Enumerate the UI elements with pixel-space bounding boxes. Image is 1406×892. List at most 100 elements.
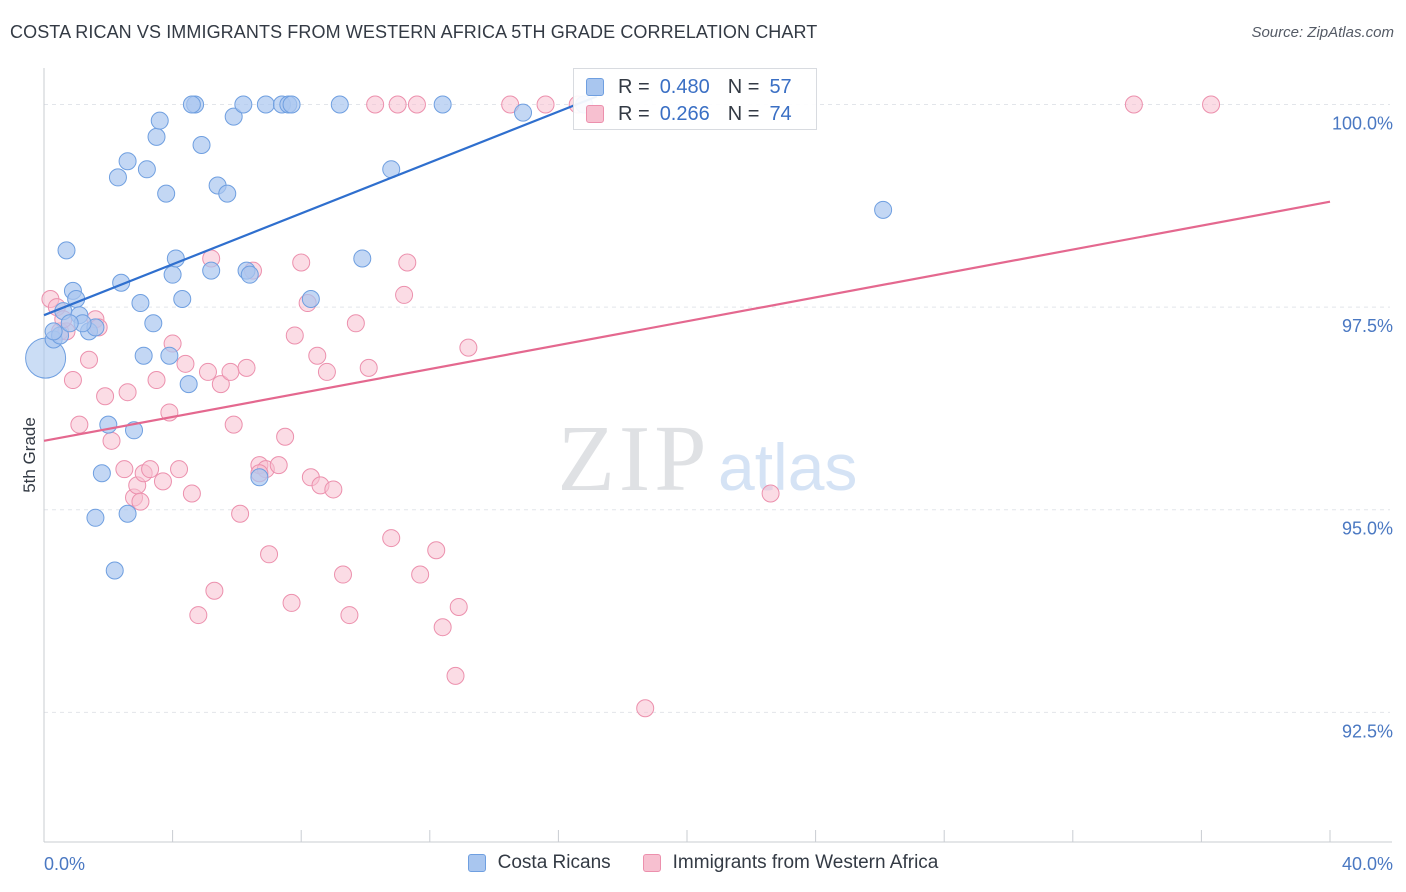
- data-point-western-africa: [536, 95, 555, 114]
- data-point-costa-ricans: [166, 249, 185, 268]
- data-point-costa-ricans: [330, 95, 349, 114]
- legend-label: Immigrants from Western Africa: [672, 852, 939, 873]
- data-point-costa-ricans: [433, 95, 452, 114]
- data-point-costa-ricans: [182, 95, 201, 114]
- data-point-costa-ricans: [137, 160, 156, 179]
- data-point-costa-ricans: [353, 249, 372, 268]
- y-tick-label: 95.0%: [1342, 519, 1393, 539]
- data-point-western-africa: [427, 541, 446, 560]
- data-point-western-africa: [205, 581, 224, 600]
- r-label: R =: [618, 102, 650, 125]
- source-label: Source: ZipAtlas.com: [1251, 24, 1394, 41]
- data-point-western-africa: [395, 285, 414, 304]
- data-point-costa-ricans: [131, 294, 150, 313]
- data-point-western-africa: [131, 492, 150, 511]
- data-point-western-africa: [198, 362, 217, 381]
- legend-swatch-pink: [642, 854, 661, 872]
- data-point-costa-ricans: [224, 107, 243, 126]
- data-point-western-africa: [170, 460, 189, 479]
- data-point-western-africa: [182, 484, 201, 503]
- watermark-zip: ZIP: [558, 407, 711, 511]
- data-point-western-africa: [407, 95, 426, 114]
- data-point-western-africa: [118, 383, 137, 402]
- data-point-western-africa: [636, 699, 655, 718]
- series-legend: Costa Ricans Immigrants from Western Afr…: [0, 852, 1406, 874]
- trendlines: [43, 95, 1331, 442]
- data-point-western-africa: [189, 606, 208, 625]
- data-point-costa-ricans: [514, 103, 533, 122]
- gridlines: [44, 103, 1390, 713]
- data-point-costa-ricans: [163, 265, 182, 284]
- n-label: N =: [727, 102, 760, 125]
- data-point-western-africa: [276, 427, 295, 446]
- data-point-western-africa: [224, 415, 243, 434]
- data-point-costa-ricans: [108, 168, 127, 187]
- data-point-costa-ricans: [86, 508, 105, 527]
- y-tick-label: 92.5%: [1342, 721, 1393, 741]
- data-point-western-africa: [761, 484, 780, 503]
- data-point-western-africa: [1202, 95, 1221, 114]
- data-point-costa-ricans: [150, 111, 169, 130]
- data-point-western-africa: [501, 95, 520, 114]
- data-point-western-africa: [176, 354, 195, 373]
- data-point-costa-ricans: [144, 314, 163, 333]
- data-point-costa-ricans: [240, 265, 259, 284]
- legend-item-costa-ricans: Costa Ricans: [467, 852, 611, 874]
- data-point-costa-ricans: [60, 314, 79, 333]
- data-point-western-africa: [346, 314, 365, 333]
- legend-label: Costa Ricans: [497, 852, 611, 873]
- data-point-western-africa: [115, 460, 134, 479]
- x-tick-label: 0.0%: [44, 854, 85, 874]
- correlation-legend: R = 0.480 N = 57 R = 0.266 N = 74: [573, 68, 817, 130]
- data-point-costa-ricans: [250, 468, 269, 487]
- data-point-western-africa: [147, 371, 166, 390]
- data-point-western-africa: [459, 338, 478, 357]
- data-point-costa-ricans: [301, 289, 320, 308]
- data-point-costa-ricans: [147, 127, 166, 146]
- watermark: ZIP atlas: [558, 407, 858, 511]
- data-point-costa-ricans: [874, 200, 893, 219]
- data-point-western-africa: [449, 597, 468, 616]
- data-point-western-africa: [366, 95, 385, 114]
- n-value: 74: [769, 102, 792, 125]
- data-point-western-africa: [221, 362, 240, 381]
- data-point-western-africa: [269, 456, 288, 475]
- data-point-costa-ricans: [44, 322, 63, 341]
- data-point-western-africa: [308, 346, 327, 365]
- data-point-costa-ricans: [192, 135, 211, 154]
- data-point-western-africa: [285, 326, 304, 345]
- r-value: 0.480: [659, 75, 710, 98]
- data-point-western-africa: [398, 253, 417, 272]
- data-point-western-africa: [382, 529, 401, 548]
- data-point-costa-ricans: [125, 421, 144, 440]
- data-point-costa-ricans: [179, 375, 198, 394]
- data-point-western-africa: [70, 415, 89, 434]
- data-point-costa-ricans: [118, 152, 137, 171]
- data-point-western-africa: [433, 618, 452, 637]
- data-point-western-africa: [80, 350, 99, 369]
- data-point-western-africa: [102, 431, 121, 450]
- data-point-western-africa: [282, 593, 301, 612]
- legend-item-western-africa: Immigrants from Western Africa: [642, 852, 939, 874]
- data-point-western-africa: [411, 565, 430, 584]
- data-point-costa-ricans: [134, 346, 153, 365]
- data-point-costa-ricans: [173, 289, 192, 308]
- data-point-western-africa: [211, 375, 230, 394]
- data-point-western-africa: [260, 545, 279, 564]
- data-point-costa-ricans: [157, 184, 176, 203]
- data-point-costa-ricans: [218, 184, 237, 203]
- axes: [43, 68, 1392, 843]
- series-costa-ricans: [25, 95, 893, 580]
- data-point-costa-ricans: [118, 504, 137, 523]
- y-tick-label: 97.5%: [1342, 316, 1393, 336]
- y-axis-title: 5th Grade: [20, 417, 39, 493]
- data-point-western-africa: [333, 565, 352, 584]
- data-point-western-africa: [324, 480, 343, 499]
- x-tick-label: 40.0%: [1342, 854, 1393, 874]
- data-point-western-africa: [237, 358, 256, 377]
- data-point-costa-ricans: [105, 561, 124, 580]
- data-point-western-africa: [63, 371, 82, 390]
- data-point-western-africa: [153, 472, 172, 491]
- n-label: N =: [727, 75, 760, 98]
- r-label: R =: [618, 75, 650, 98]
